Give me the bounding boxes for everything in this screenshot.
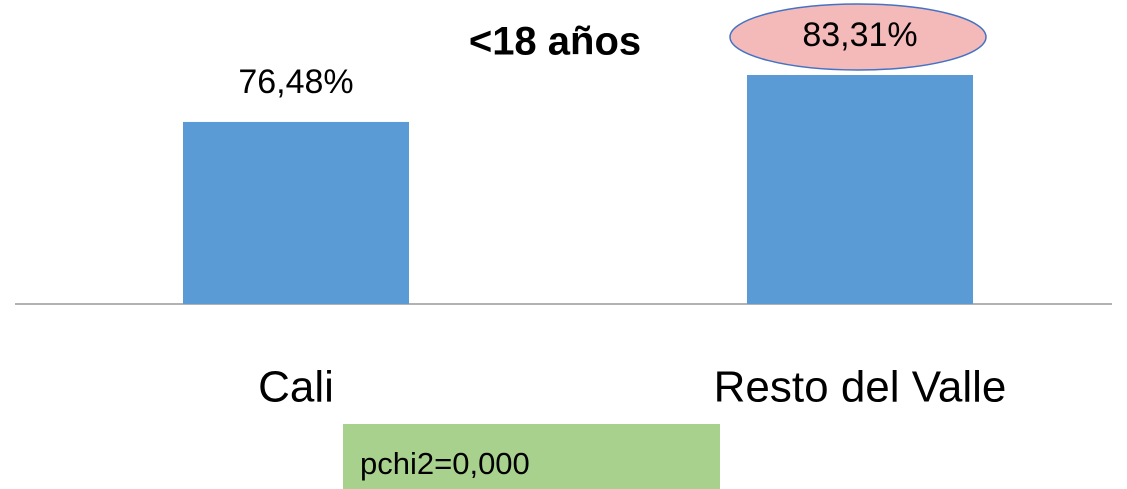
annotation-box <box>343 424 720 489</box>
data-label: 83,31% <box>802 16 917 54</box>
chart-title: <18 años <box>469 20 641 64</box>
x-tick-label: Cali <box>258 363 334 412</box>
bar <box>183 121 409 304</box>
annotation: pchi2=0,000 <box>360 446 530 481</box>
x-tick-label: Resto del Valle <box>714 363 1007 412</box>
bar <box>747 74 973 305</box>
highlight-ellipse <box>729 3 987 71</box>
data-label: 76,48% <box>238 63 353 101</box>
